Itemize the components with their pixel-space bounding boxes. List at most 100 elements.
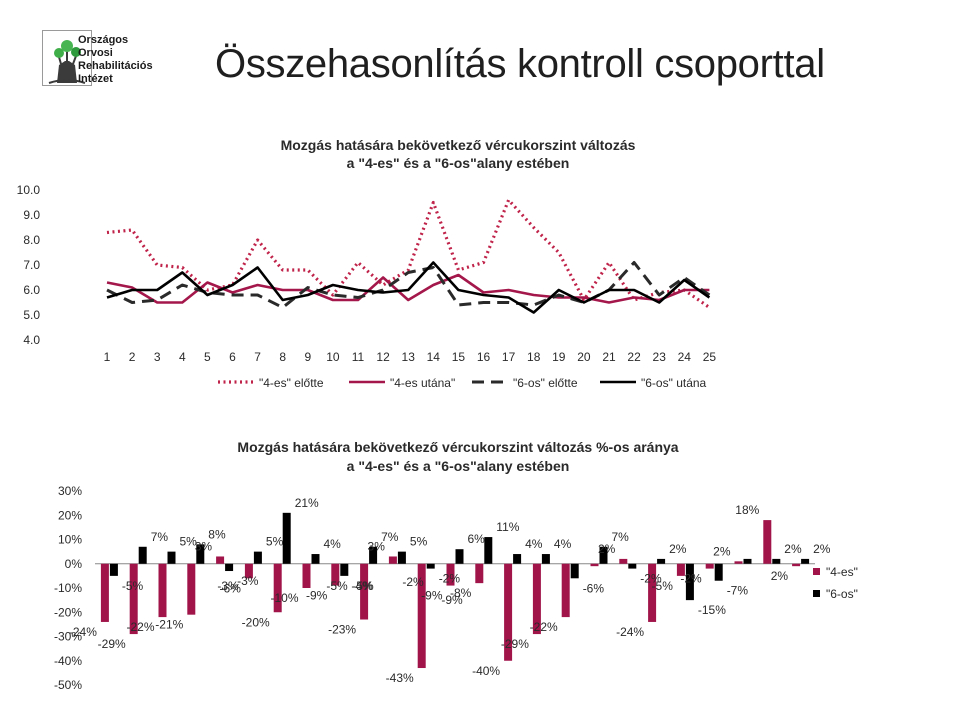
- line-x-tick-label: 12: [376, 350, 390, 364]
- bar-4es: [187, 563, 196, 615]
- bar-data-label: 11%: [496, 520, 519, 534]
- bar-4es: [532, 563, 541, 635]
- bar-data-label: -2%: [640, 572, 662, 586]
- line-x-tick-label: 8: [279, 350, 286, 364]
- bar-6os: [282, 512, 291, 564]
- bar-6os: [196, 544, 205, 564]
- page-title: Összehasonlítás kontroll csoporttal: [215, 42, 825, 86]
- line-x-tick-label: 14: [427, 350, 441, 364]
- bar-data-label: -43%: [386, 671, 414, 685]
- bar-data-label: -24%: [69, 625, 97, 639]
- bar-4es: [100, 563, 109, 622]
- bar-y-tick-label: 30%: [58, 484, 82, 498]
- bar-legend-label: "6-os": [826, 587, 858, 601]
- line-x-tick-label: 25: [703, 350, 717, 364]
- bar-y-tick-label: 0%: [65, 557, 83, 571]
- line-series-1: [106, 198, 711, 309]
- bar-data-label: -2%: [680, 572, 702, 586]
- bar-4es: [763, 520, 772, 564]
- bar-data-label: -9%: [306, 589, 328, 603]
- line-x-tick-label: 6: [229, 350, 236, 364]
- bar-data-label: 2%: [784, 542, 802, 556]
- bar-6os: [397, 551, 406, 564]
- bar-6os: [311, 554, 320, 564]
- bar-6os: [541, 554, 550, 564]
- bar-data-label: -2%: [402, 575, 424, 589]
- line-x-tick-label: 10: [326, 350, 340, 364]
- bar-data-label: 4%: [324, 537, 342, 551]
- bar-data-label: -23%: [328, 623, 356, 637]
- bar-6os: [570, 563, 579, 579]
- bar-6os: [743, 558, 752, 564]
- bar-4es: [302, 563, 311, 588]
- bar-data-label: 2%: [771, 569, 789, 583]
- bar-6os: [109, 563, 118, 576]
- bar-4es: [360, 563, 369, 620]
- bar-data-label: 2%: [713, 544, 731, 558]
- line-x-tick-label: 1: [104, 350, 111, 364]
- bar-data-label: 2%: [598, 542, 616, 556]
- bar-4es: [648, 563, 657, 622]
- bar-4es: [504, 563, 513, 661]
- bar-data-label: -5%: [326, 579, 348, 593]
- bar-6os: [657, 558, 666, 564]
- line-y-tick-label: 10.0: [17, 183, 41, 197]
- bar-4es: [561, 563, 570, 618]
- line-x-tick-label: 17: [502, 350, 516, 364]
- bar-4es: [590, 563, 599, 567]
- bar-data-label: 2%: [669, 542, 687, 556]
- bar-legend-swatch: [813, 590, 820, 597]
- bar-data-label: -3%: [217, 579, 239, 593]
- bar-y-tick-label: -40%: [54, 654, 82, 668]
- bar-data-label: -22%: [126, 620, 154, 634]
- bar-4es: [619, 558, 628, 564]
- bar-6os: [801, 558, 810, 564]
- bar-y-tick-label: -50%: [54, 678, 82, 692]
- line-x-tick-label: 13: [402, 350, 416, 364]
- bar-y-tick-label: 20%: [58, 508, 82, 522]
- bar-6os: [628, 563, 637, 569]
- line-series-2: [106, 273, 710, 304]
- line-x-tick-label: 20: [577, 350, 591, 364]
- bar-6os: [369, 546, 378, 564]
- bar-data-label: 18%: [735, 503, 759, 517]
- line-y-tick-label: 4.0: [23, 333, 40, 347]
- bar-data-label: 7%: [381, 530, 399, 544]
- bar-data-label: -29%: [98, 637, 126, 651]
- bar-data-label: 2%: [813, 542, 831, 556]
- line-x-tick-label: 4: [179, 350, 186, 364]
- line-chart-subtitle: a "4-es" és a "6-os"alany estében: [347, 155, 570, 171]
- bar-4es: [158, 563, 167, 618]
- line-x-tick-label: 15: [452, 350, 466, 364]
- line-y-tick-label: 9.0: [23, 208, 40, 222]
- line-series-4: [106, 261, 711, 314]
- bar-data-label: 7%: [612, 530, 630, 544]
- bar-chart-title: Mozgás hatására bekövetkező vércukorszin…: [237, 439, 678, 455]
- bar-legend-swatch: [813, 568, 820, 575]
- institute-logo: [42, 30, 205, 90]
- bar-6os: [484, 537, 493, 564]
- legend-label: "6-os" utána: [641, 376, 707, 390]
- bar-data-label: -10%: [270, 591, 298, 605]
- bar-6os: [167, 551, 176, 564]
- bar-4es: [446, 563, 455, 586]
- bar-4es: [331, 563, 340, 586]
- bar-data-label: 5%: [410, 535, 428, 549]
- bar-data-label: -15%: [698, 603, 726, 617]
- bar-6os: [599, 546, 608, 564]
- bar-4es: [792, 563, 801, 567]
- line-x-tick-label: 21: [602, 350, 616, 364]
- bar-data-label: 3%: [368, 539, 386, 553]
- bar-4es: [734, 561, 743, 564]
- line-y-tick-label: 6.0: [23, 283, 40, 297]
- bar-data-label: 3%: [195, 539, 213, 553]
- legend-label: "6-os" előtte: [513, 376, 578, 390]
- bar-4es: [388, 556, 397, 564]
- bar-6os: [513, 554, 522, 564]
- bar-6os: [225, 563, 234, 572]
- bar-data-label: 6%: [468, 532, 486, 546]
- line-x-tick-label: 23: [653, 350, 667, 364]
- bar-data-label: 5%: [266, 535, 284, 549]
- bar-4es: [129, 563, 138, 635]
